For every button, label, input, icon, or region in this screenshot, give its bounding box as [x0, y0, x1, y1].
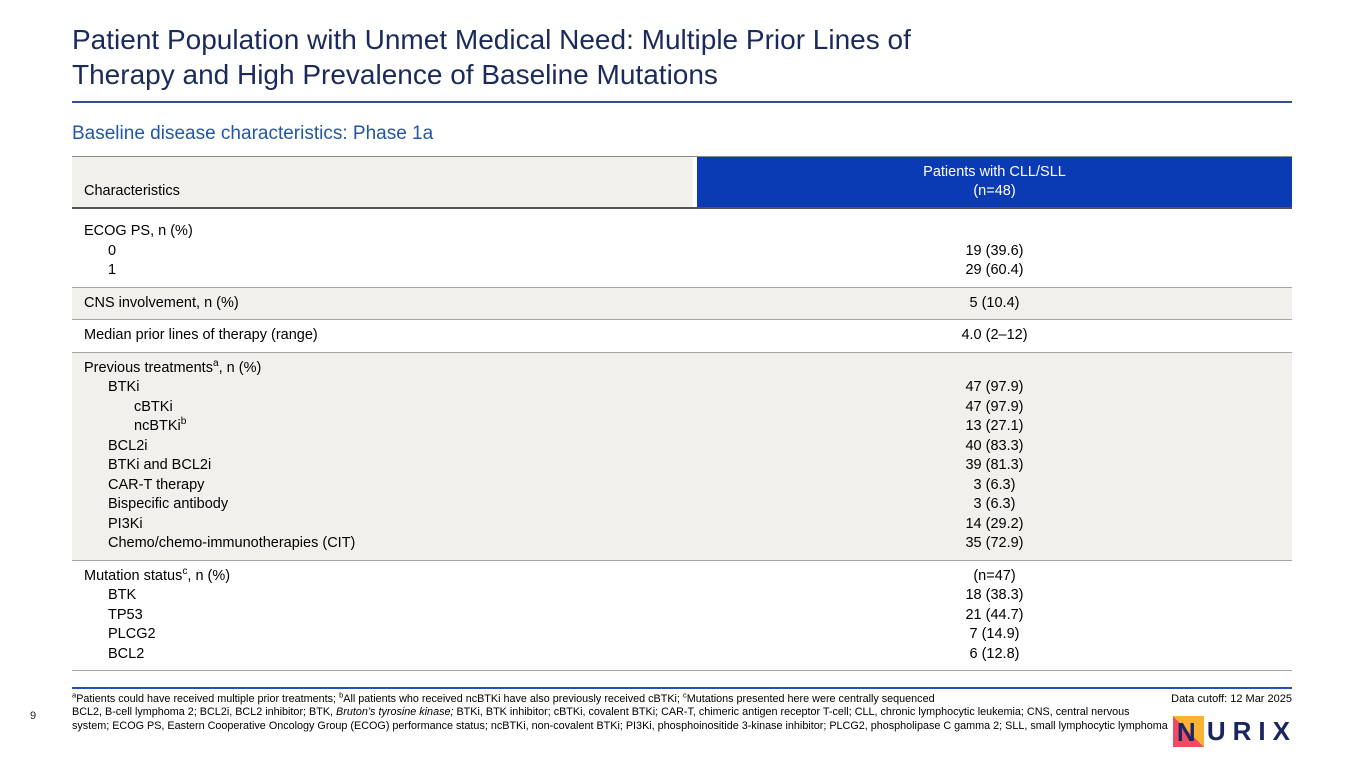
row-label: BTKi — [108, 379, 140, 395]
row-value: 4.0 (2–12) — [961, 327, 1028, 343]
table-row: BCL2i 40 (83.3) — [72, 437, 1292, 457]
column-header-patients-line2: (n=48) — [973, 183, 1016, 199]
row-value: 21 (44.7) — [965, 606, 1024, 623]
row-value: 39 (81.3) — [965, 457, 1024, 473]
table-row: 1 29 (60.4) — [72, 261, 1292, 281]
column-header-patients-line1: Patients with CLL/SLL — [923, 164, 1066, 180]
table-row: BTKi and BCL2i 39 (81.3) — [72, 456, 1292, 476]
footnote-line: system; ECOG PS, Eastern Cooperative Onc… — [72, 719, 1168, 732]
row-label: BCL2 — [108, 645, 145, 662]
row-value: 29 (60.4) — [965, 262, 1024, 278]
row-label: Bispecific antibody — [108, 496, 229, 512]
footnote-line: aPatients could have received multiple p… — [72, 690, 935, 705]
row-value: 6 (12.8) — [969, 645, 1020, 662]
logo-square-icon — [1172, 715, 1204, 747]
row-label: PLCG2 — [108, 626, 156, 642]
row-label: cBTKi — [134, 398, 173, 415]
table-row: cBTKi 47 (97.9) — [72, 398, 1292, 418]
table-row: ncBTKib 13 (27.1) — [72, 417, 1292, 437]
row-value: 3 (6.3) — [973, 476, 1016, 493]
table-row: 0 19 (39.6) — [72, 242, 1292, 262]
table-row: Bispecific antibody 3 (6.3) — [72, 495, 1292, 515]
row-label: Previous treatmentsa, n (%) — [84, 357, 262, 376]
row-value: 14 (29.2) — [965, 515, 1024, 532]
slide-title-line2: Therapy and High Prevalence of Baseline … — [72, 59, 718, 90]
logo-mark: N — [1172, 715, 1204, 747]
table-row: PI3Ki 14 (29.2) — [72, 515, 1292, 535]
column-header-patients: Patients with CLL/SLL (n=48) — [697, 157, 1292, 207]
column-header-characteristics: Characteristics — [72, 157, 693, 207]
table-row: Median prior lines of therapy (range) 4.0… — [72, 326, 1292, 346]
slide-subtitle: Baseline disease characteristics: Phase … — [72, 123, 434, 144]
row-label: CAR-T therapy — [108, 476, 205, 493]
row-value: 18 (38.3) — [965, 587, 1024, 603]
table-row: BTKi 47 (97.9) — [72, 378, 1292, 398]
title-divider — [72, 101, 1292, 103]
table-row: BTK 18 (38.3) — [72, 586, 1292, 606]
table-row: Chemo/chemo-immunotherapies (CIT) 35 (72.… — [72, 534, 1292, 554]
table-section: Median prior lines of therapy (range) 4.0… — [72, 319, 1292, 352]
footnote-line: BCL2, B-cell lymphoma 2; BCL2i, BCL2 inh… — [72, 706, 1130, 719]
table-header-row: Characteristics Patients with CLL/SLL (n… — [72, 156, 1292, 209]
table-row: BCL2 6 (12.8) — [72, 645, 1292, 665]
row-label: BCL2i — [108, 437, 148, 454]
row-label: Median prior lines of therapy (range) — [84, 327, 318, 343]
row-value: 5 (10.4) — [969, 294, 1020, 311]
row-value: 47 (97.9) — [965, 398, 1024, 415]
row-value: 40 (83.3) — [965, 437, 1024, 454]
footnotes: aPatients could have received multiple p… — [72, 690, 1172, 733]
row-value — [697, 359, 1292, 379]
row-label: Mutation statusc, n (%) — [84, 565, 231, 584]
row-value: 19 (39.6) — [965, 242, 1024, 259]
table-row: PLCG2 7 (14.9) — [72, 625, 1292, 645]
data-cutoff-label: Data cutoff: 12 Mar 2025 — [1171, 693, 1292, 705]
logo-wordmark: URIX — [1206, 715, 1297, 746]
footer-divider — [72, 687, 1292, 689]
table-row: Mutation statusc, n (%) (n=47) — [72, 565, 1292, 587]
row-value: 35 (72.9) — [965, 535, 1024, 551]
row-value: 13 (27.1) — [965, 418, 1024, 434]
slide-title-line1: Patient Population with Unmet Medical Ne… — [72, 24, 911, 55]
row-label: Chemo/chemo-immunotherapies (CIT) — [108, 535, 356, 551]
row-label: 1 — [108, 262, 117, 278]
row-label: 0 — [108, 242, 117, 259]
table-section: ECOG PS, n (%) 0 19 (39.6) 1 29 (60.4) — [72, 209, 1292, 287]
table-row: Previous treatmentsa, n (%) — [72, 357, 1292, 379]
table-row: ECOG PS, n (%) — [72, 222, 1292, 242]
row-value: (n=47) — [973, 567, 1016, 584]
table-body: ECOG PS, n (%) 0 19 (39.6) 1 29 (60.4) CNS in… — [72, 209, 1292, 671]
logo-letter-n: N — [1176, 716, 1196, 747]
row-label: CNS involvement, n (%) — [84, 294, 239, 311]
page-number: 9 — [30, 710, 37, 722]
row-label: TP53 — [108, 606, 143, 623]
row-label: ncBTKib — [134, 416, 187, 434]
row-label: ECOG PS, n (%) — [84, 223, 193, 239]
table-row: TP53 21 (44.7) — [72, 606, 1292, 626]
table-row: CNS involvement, n (%) 5 (10.4) — [72, 294, 1292, 314]
table-section: Mutation statusc, n (%) (n=47) BTK 18 (38.3… — [72, 559, 1292, 671]
row-label: BTK — [108, 587, 137, 603]
row-value: 47 (97.9) — [965, 379, 1024, 395]
slide-title: Patient Population with Unmet Medical Ne… — [72, 22, 1232, 92]
row-label: PI3Ki — [108, 515, 143, 532]
row-value — [697, 222, 1292, 242]
table-row: CAR-T therapy 3 (6.3) — [72, 476, 1292, 496]
nurix-logo: N URIX — [1172, 713, 1297, 749]
row-value: 3 (6.3) — [973, 496, 1016, 512]
row-value: 7 (14.9) — [969, 626, 1020, 642]
table-section: Previous treatmentsa, n (%) BTKi 47 (97.9)… — [72, 351, 1292, 560]
characteristics-table: Characteristics Patients with CLL/SLL (n… — [72, 156, 1292, 671]
table-section: CNS involvement, n (%) 5 (10.4) — [72, 286, 1292, 319]
row-label: BTKi and BCL2i — [108, 457, 212, 473]
